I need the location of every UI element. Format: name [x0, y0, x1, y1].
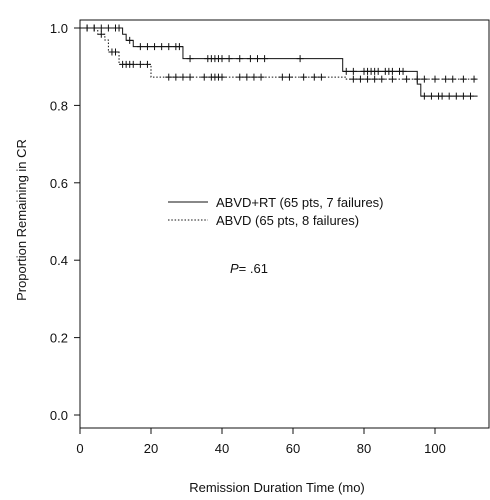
- censor-mark: [143, 60, 151, 68]
- censor-mark: [179, 73, 187, 81]
- censor-mark: [151, 43, 159, 51]
- censor-mark: [467, 92, 474, 100]
- y-tick-label: 0.8: [50, 98, 68, 113]
- censor-mark: [388, 67, 396, 75]
- censor-mark: [246, 55, 254, 63]
- y-tick-label: 0.6: [50, 176, 68, 191]
- censor-mark: [403, 75, 411, 83]
- censor-mark: [200, 73, 208, 81]
- censor-mark: [285, 73, 293, 81]
- censor-mark: [470, 75, 478, 83]
- censor-mark: [296, 55, 304, 63]
- x-tick-label: 20: [144, 441, 158, 456]
- censor-mark: [236, 73, 244, 81]
- censor-mark: [129, 60, 137, 68]
- censor-mark: [452, 92, 460, 100]
- censor-mark: [431, 75, 439, 83]
- curves: [80, 24, 478, 100]
- x-tick-label: 60: [286, 441, 300, 456]
- censor-mark: [126, 36, 134, 44]
- censor-mark: [378, 75, 386, 83]
- censor-mark: [90, 24, 98, 32]
- censor-mark: [136, 60, 144, 68]
- legend-label-abvd: ABVD (65 pts, 8 failures): [216, 213, 359, 228]
- y-tick-label: 0.4: [50, 253, 68, 268]
- censor-mark: [186, 55, 194, 63]
- censor-mark: [374, 67, 382, 75]
- censor-mark: [97, 24, 105, 32]
- censor-mark: [218, 55, 226, 63]
- censor-mark: [250, 73, 258, 81]
- censor-mark: [310, 73, 318, 81]
- censor-mark: [261, 55, 269, 63]
- censor-mark: [420, 75, 428, 83]
- censor-mark: [97, 30, 105, 38]
- x-tick-label: 0: [76, 441, 83, 456]
- y-tick-label: 0.2: [50, 331, 68, 346]
- censor-mark: [342, 67, 350, 75]
- censor-mark: [112, 48, 119, 56]
- y-tick-label: 0.0: [50, 408, 68, 423]
- censor-mark: [165, 43, 173, 51]
- censor-mark: [257, 73, 265, 81]
- km-curve-abvd: [80, 27, 478, 80]
- censor-mark: [225, 55, 233, 63]
- km-curve-abvd-rt: [80, 27, 478, 97]
- censor-mark: [278, 73, 286, 81]
- censor-mark: [136, 43, 144, 51]
- censor-mark: [104, 24, 112, 32]
- censor-mark: [459, 92, 467, 100]
- censor-mark: [236, 55, 244, 63]
- censor-mark: [449, 75, 457, 83]
- censor-mark: [115, 24, 123, 32]
- censor-mark: [349, 75, 357, 83]
- censor-mark: [445, 92, 453, 100]
- legend: ABVD+RT (65 pts, 7 failures) ABVD (65 pt…: [168, 195, 384, 228]
- y-tick-label: 1.0: [50, 21, 68, 36]
- censor-mark: [83, 24, 91, 32]
- censor-mark: [243, 73, 251, 81]
- legend-label-abvd-rt: ABVD+RT (65 pts, 7 failures): [216, 195, 384, 210]
- censor-mark: [349, 67, 357, 75]
- censor-mark: [143, 43, 151, 51]
- censor-mark: [356, 75, 364, 83]
- censor-mark: [371, 75, 379, 83]
- censor-mark: [300, 73, 308, 81]
- censor-mark: [254, 55, 261, 63]
- censor-mark: [218, 73, 226, 81]
- censor-mark: [186, 73, 194, 81]
- censor-mark: [438, 92, 446, 100]
- censor-mark: [427, 92, 435, 100]
- plot-frame: [79, 19, 490, 429]
- censor-mark: [364, 75, 372, 83]
- x-tick-label: 100: [424, 441, 446, 456]
- censor-mark: [420, 92, 428, 100]
- censor-mark: [317, 73, 325, 81]
- x-tick-label: 80: [357, 441, 371, 456]
- censor-mark: [172, 73, 180, 81]
- x-axis-label: Remission Duration Time (mo): [189, 480, 365, 495]
- axes: 0 20 40 60 80 100 0.0 0.2 0.4 0.6 0.8 1.0: [50, 19, 490, 456]
- censor-mark: [442, 75, 450, 83]
- p-value-annotation: P= .61: [230, 261, 268, 276]
- censor-mark: [158, 43, 166, 51]
- censor-mark: [175, 43, 183, 51]
- censor-mark: [165, 73, 173, 81]
- censor-mark: [399, 67, 407, 75]
- censor-mark: [413, 75, 421, 83]
- x-tick-label: 40: [215, 441, 229, 456]
- censor-mark: [459, 75, 467, 83]
- censor-mark: [388, 75, 396, 83]
- y-axis-label: Proportion Remaining in CR: [14, 139, 29, 301]
